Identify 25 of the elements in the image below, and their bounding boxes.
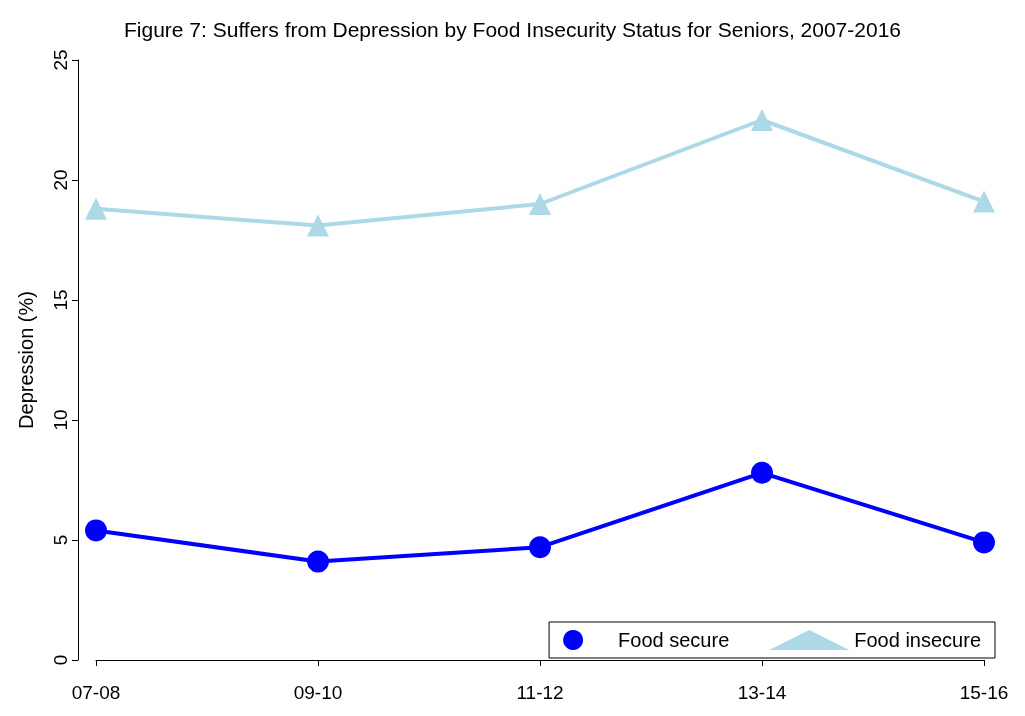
- y-axis-title: Depression (%): [15, 291, 37, 429]
- point: [529, 193, 551, 215]
- point: [85, 197, 107, 220]
- y-tick-label: 15: [50, 289, 71, 311]
- chart-title: Figure 7: Suffers from Depression by Food Insecurity Status for Seniors, 2007-2016: [124, 18, 901, 41]
- x-tick-label: 11-12: [516, 682, 564, 703]
- point: [307, 550, 329, 573]
- x-tick-label: 15-16: [959, 682, 1009, 703]
- point: [751, 461, 773, 484]
- point: [973, 531, 995, 554]
- y-tick-label: 0: [50, 654, 71, 666]
- point: [529, 536, 551, 559]
- y-tick-label: 5: [50, 534, 71, 546]
- x-tick-label: 13-14: [737, 682, 787, 703]
- point: [85, 519, 107, 542]
- x-tick-label: 07-08: [71, 682, 121, 703]
- x-tick-label: 09-10: [293, 682, 343, 703]
- point: [307, 214, 329, 237]
- y-tick-label: 25: [50, 49, 71, 71]
- legend-label: Food insecure: [854, 629, 982, 651]
- legend-label: Food secure: [618, 629, 730, 651]
- point: [751, 109, 773, 131]
- y-tick-label: 20: [50, 169, 71, 191]
- y-tick-label: 10: [50, 409, 71, 431]
- point: [973, 190, 995, 213]
